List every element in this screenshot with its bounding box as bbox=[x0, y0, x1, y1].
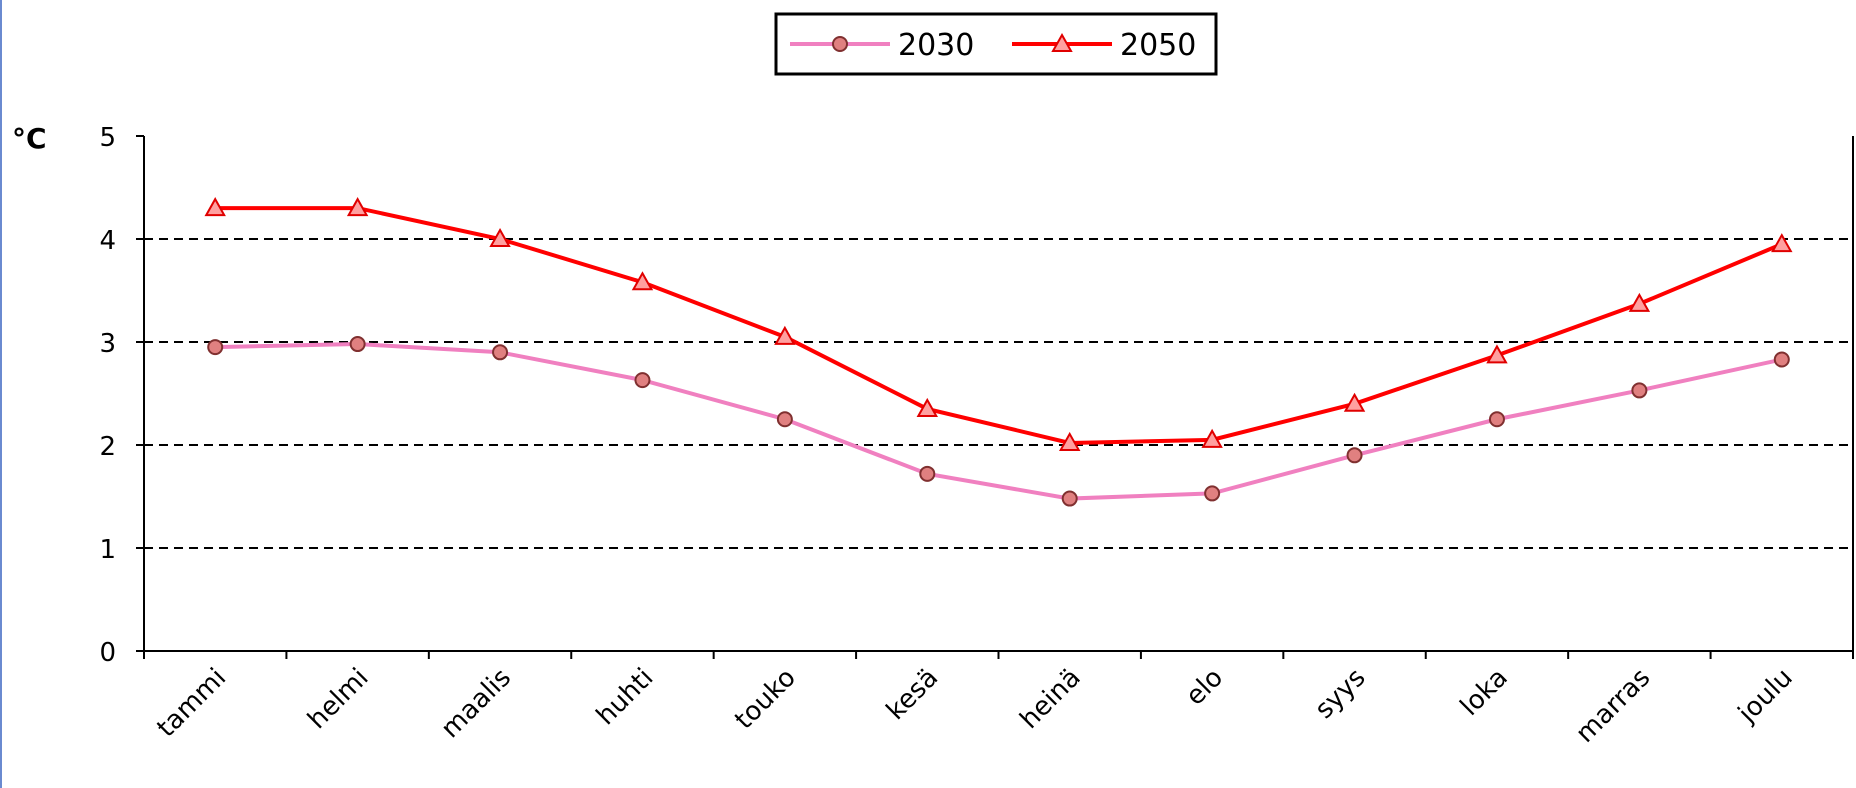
point bbox=[204, 197, 226, 217]
point bbox=[774, 325, 796, 345]
y-tick-label: 0 bbox=[99, 638, 116, 668]
point bbox=[207, 339, 224, 356]
x-tick-label: marras bbox=[1570, 663, 1656, 749]
y-tick-label: 5 bbox=[99, 123, 116, 153]
point bbox=[1773, 351, 1790, 368]
y-axis-label: °C bbox=[12, 122, 47, 155]
point bbox=[1201, 428, 1223, 448]
point bbox=[1346, 447, 1363, 464]
point bbox=[1343, 392, 1366, 412]
y-tick-label: 2 bbox=[99, 432, 116, 462]
point bbox=[492, 344, 509, 361]
x-tick-label: heinä bbox=[1014, 663, 1086, 735]
series-line bbox=[215, 206, 1783, 445]
legend-marker bbox=[1051, 32, 1073, 52]
point bbox=[349, 336, 366, 353]
x-tick-label: touko bbox=[729, 663, 802, 736]
point bbox=[1628, 292, 1651, 312]
point bbox=[631, 271, 654, 291]
x-tick-label: joulu bbox=[1732, 663, 1799, 730]
point bbox=[1486, 344, 1508, 364]
point bbox=[1631, 382, 1648, 399]
legend-label: 2030 bbox=[898, 28, 974, 63]
x-tick-label: maalis bbox=[436, 663, 517, 744]
x-tick-label: kesä bbox=[881, 663, 944, 726]
x-tick-label: tammi bbox=[152, 663, 233, 744]
point bbox=[919, 465, 936, 482]
x-tick-label: helmi bbox=[302, 663, 374, 735]
point bbox=[1061, 490, 1078, 507]
series-line bbox=[215, 342, 1783, 501]
legend-label: 2050 bbox=[1120, 28, 1196, 63]
y-tick-label: 4 bbox=[99, 226, 116, 256]
point bbox=[1488, 411, 1505, 428]
point bbox=[634, 372, 651, 389]
point bbox=[1204, 485, 1221, 502]
point bbox=[1771, 233, 1793, 253]
point bbox=[346, 197, 369, 217]
y-tick-label: 3 bbox=[99, 329, 116, 359]
point bbox=[916, 397, 939, 417]
x-tick-label: syys bbox=[1309, 663, 1371, 725]
point bbox=[489, 227, 511, 247]
legend-marker bbox=[832, 36, 848, 52]
point bbox=[776, 411, 793, 428]
y-tick-label: 1 bbox=[99, 535, 116, 565]
x-tick-label: elo bbox=[1180, 663, 1229, 712]
x-tick-label: huhti bbox=[591, 663, 659, 731]
x-tick-label: loka bbox=[1455, 663, 1514, 722]
point bbox=[1059, 431, 1081, 451]
